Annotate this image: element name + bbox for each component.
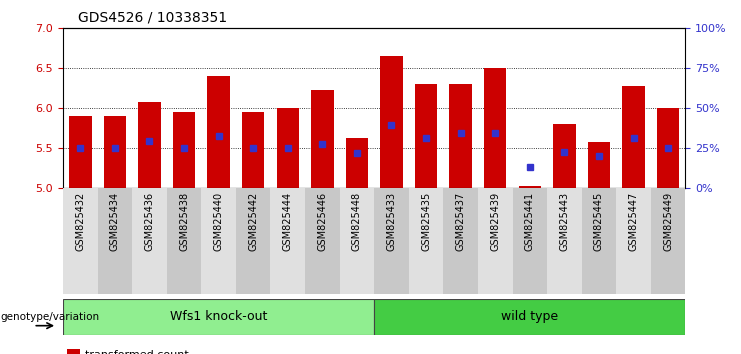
Text: Wfs1 knock-out: Wfs1 knock-out [170,310,268,323]
Bar [374,299,685,335]
Bar [67,348,80,354]
Text: GSM825449: GSM825449 [663,192,673,251]
Bar [242,112,265,188]
Bar [513,188,547,294]
Bar [651,188,685,294]
Text: GSM825434: GSM825434 [110,192,120,251]
Text: GSM825436: GSM825436 [144,192,154,251]
Bar [622,86,645,188]
Text: transformed count: transformed count [85,350,189,354]
Bar [547,188,582,294]
Text: GSM825440: GSM825440 [213,192,224,251]
Bar [617,188,651,294]
Bar [207,76,230,188]
Bar [339,188,374,294]
Bar [132,188,167,294]
Bar [167,188,202,294]
Text: GSM825439: GSM825439 [491,192,500,251]
Bar [380,56,403,188]
Bar [478,188,513,294]
Text: GSM825447: GSM825447 [628,192,639,251]
Bar [98,188,132,294]
Text: GSM825445: GSM825445 [594,192,604,251]
Text: GSM825432: GSM825432 [76,192,85,251]
Text: GSM825435: GSM825435 [421,192,431,251]
Bar [270,188,305,294]
Text: GSM825448: GSM825448 [352,192,362,251]
Bar [311,91,333,188]
Bar [345,138,368,188]
Text: GSM825442: GSM825442 [248,192,258,251]
Bar [657,108,679,188]
Bar [484,68,507,188]
Bar [582,188,617,294]
Bar [173,112,196,188]
Bar [202,188,236,294]
Text: wild type: wild type [501,310,559,323]
Bar [449,84,472,188]
Text: GDS4526 / 10338351: GDS4526 / 10338351 [78,11,227,25]
Bar [236,188,270,294]
Bar [588,142,610,188]
Bar [69,116,92,188]
Bar [553,124,576,188]
Bar [104,116,126,188]
Bar [138,102,161,188]
Text: GSM825437: GSM825437 [456,192,465,251]
Text: GSM825444: GSM825444 [283,192,293,251]
Bar [409,188,443,294]
Bar [374,188,409,294]
Bar [415,84,437,188]
Bar [443,188,478,294]
Text: GSM825438: GSM825438 [179,192,189,251]
Text: GSM825443: GSM825443 [559,192,569,251]
Bar [276,108,299,188]
Bar [305,188,339,294]
Text: genotype/variation: genotype/variation [1,312,100,322]
Bar [63,299,374,335]
Bar [519,186,541,188]
Text: GSM825446: GSM825446 [317,192,328,251]
Bar [63,188,98,294]
Text: GSM825441: GSM825441 [525,192,535,251]
Text: GSM825433: GSM825433 [387,192,396,251]
